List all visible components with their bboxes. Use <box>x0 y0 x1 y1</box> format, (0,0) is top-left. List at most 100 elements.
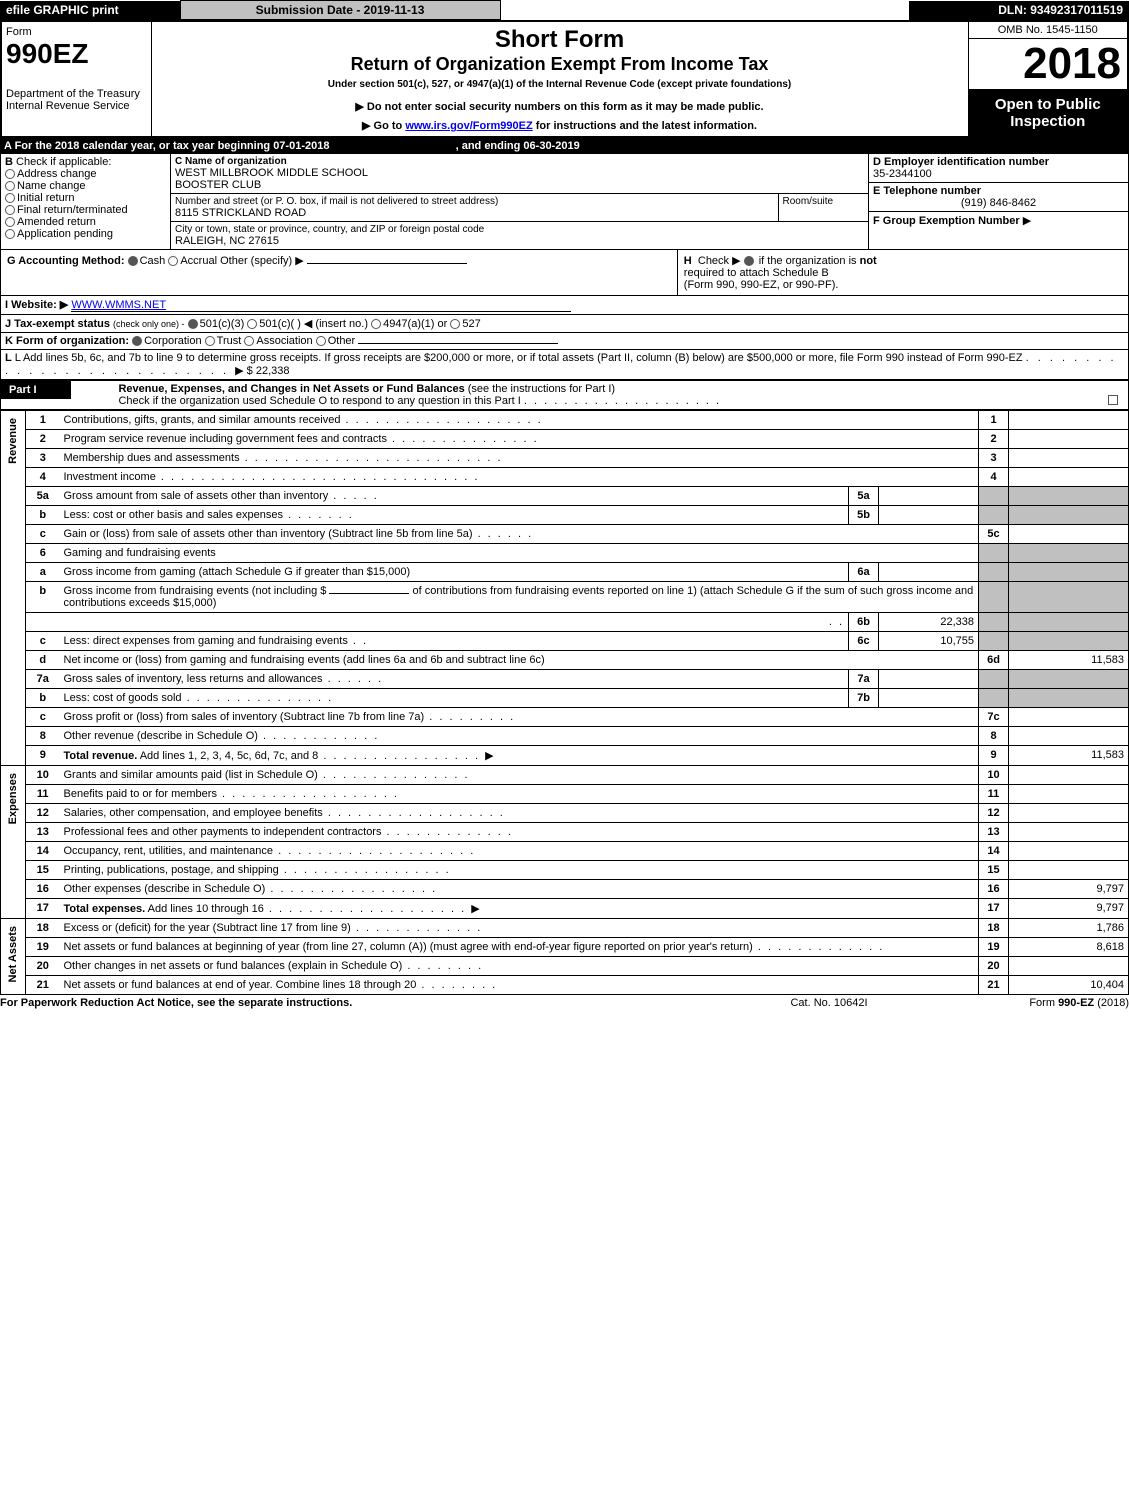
period-row: A For the 2018 calendar year, or tax yea… <box>0 138 1129 154</box>
amended-return-radio[interactable] <box>5 217 15 227</box>
omb-number: OMB No. 1545-1150 <box>969 22 1128 39</box>
schedule-o-checkbox[interactable] <box>1108 395 1118 405</box>
h-not: not <box>860 255 877 267</box>
street-value: 8115 STRICKLAND ROAD <box>175 207 774 219</box>
j-label: J Tax-exempt status <box>5 318 110 330</box>
sub-7a-amt <box>879 670 979 689</box>
k-corp-radio[interactable] <box>132 336 142 346</box>
line-17-text: Add lines 10 through 16 <box>145 903 264 915</box>
j-4947-radio[interactable] <box>371 319 381 329</box>
k-assoc: Association <box>256 335 312 347</box>
l-text: L Add lines 5b, 6c, and 7b to line 9 to … <box>15 352 1023 364</box>
revenue-side-label: Revenue <box>5 414 21 468</box>
f-arrow: ▶ <box>1023 215 1031 227</box>
line-10-num: 10 <box>979 766 1009 785</box>
footer-left: For Paperwork Reduction Act Notice, see … <box>0 997 729 1009</box>
return-title: Return of Organization Exempt From Incom… <box>160 54 960 75</box>
cash-radio[interactable] <box>128 256 138 266</box>
j-527-radio[interactable] <box>450 319 460 329</box>
website-link[interactable]: WWW.WMMS.NET <box>71 299 571 312</box>
line-12-num: 12 <box>979 804 1009 823</box>
accrual-label: Accrual <box>180 255 217 267</box>
line-19-amt: 8,618 <box>1009 938 1129 957</box>
line-8-amt <box>1009 727 1129 746</box>
h-check-text: Check ▶ <box>698 255 741 267</box>
line-9-num: 9 <box>979 746 1009 766</box>
addr-change-radio[interactable] <box>5 169 15 179</box>
k-assoc-radio[interactable] <box>244 336 254 346</box>
j-501c3-radio[interactable] <box>188 319 198 329</box>
line-3-amt <box>1009 449 1129 468</box>
g-label: G Accounting Method: <box>7 255 125 267</box>
k-other-radio[interactable] <box>316 336 326 346</box>
line-6d-num: 6d <box>979 651 1009 670</box>
line-20-amt <box>1009 957 1129 976</box>
org-name-2: BOOSTER CLUB <box>175 179 864 191</box>
app-pending-radio[interactable] <box>5 229 15 239</box>
line-5b-text: Less: cost or other basis and sales expe… <box>64 509 284 521</box>
period-begin: A For the 2018 calendar year, or tax yea… <box>4 140 329 152</box>
form-word: Form <box>6 26 147 38</box>
line-10-amt <box>1009 766 1129 785</box>
amended-return: Amended return <box>17 216 96 228</box>
under-section: Under section 501(c), 527, or 4947(a)(1)… <box>160 79 960 90</box>
b-label: B <box>5 156 13 168</box>
form-org-row: K Form of organization: Corporation Trus… <box>0 332 1129 349</box>
f-label: F Group Exemption Number <box>873 215 1020 227</box>
part1-check: Check if the organization used Schedule … <box>118 395 520 407</box>
sub-7b-amt <box>879 689 979 708</box>
line-5c-text: Gain or (loss) from sale of assets other… <box>64 528 473 540</box>
initial-return: Initial return <box>17 192 74 204</box>
line-13-text: Professional fees and other payments to … <box>64 826 382 838</box>
sub-5b-amt <box>879 506 979 525</box>
g-h-row: G Accounting Method: Cash Accrual Other … <box>0 249 1129 295</box>
line-10-text: Grants and similar amounts paid (list in… <box>64 769 318 781</box>
line-6b-text1: Gross income from fundraising events (no… <box>64 585 327 597</box>
irs-link[interactable]: www.irs.gov/Form990EZ <box>405 120 532 132</box>
phone-value: (919) 846-8462 <box>873 197 1124 209</box>
line-17-bold: Total expenses. <box>64 903 146 915</box>
line-1-amt <box>1009 411 1129 430</box>
j-527: 527 <box>462 318 480 330</box>
sub-6a-amt <box>879 563 979 582</box>
line-9-amt: 11,583 <box>1009 746 1129 766</box>
line-11-amt <box>1009 785 1129 804</box>
h-text2: if the organization is <box>759 255 857 267</box>
goto-note: ▶ Go to www.irs.gov/Form990EZ for instru… <box>160 119 960 132</box>
name-change-radio[interactable] <box>5 181 15 191</box>
line-14-num: 14 <box>979 842 1009 861</box>
line-6c-text: Less: direct expenses from gaming and fu… <box>64 635 348 647</box>
line-3-text: Membership dues and assessments <box>64 452 240 464</box>
accrual-radio[interactable] <box>168 256 178 266</box>
line-5c-num: 5c <box>979 525 1009 544</box>
j-501c-radio[interactable] <box>247 319 257 329</box>
part1-label: Part I <box>1 381 71 399</box>
form-number: 990EZ <box>6 38 147 70</box>
city-value: RALEIGH, NC 27615 <box>175 235 864 247</box>
final-return-radio[interactable] <box>5 205 15 215</box>
other-label: Other (specify) ▶ <box>220 255 304 267</box>
sub-5a-amt <box>879 487 979 506</box>
line-4-text: Investment income <box>64 471 156 483</box>
k-trust: Trust <box>217 335 242 347</box>
efile-label: efile GRAPHIC print <box>0 1 180 20</box>
line-3-num: 3 <box>979 449 1009 468</box>
line-12-amt <box>1009 804 1129 823</box>
initial-return-radio[interactable] <box>5 193 15 203</box>
line-14-amt <box>1009 842 1129 861</box>
k-trust-radio[interactable] <box>205 336 215 346</box>
open-inspection: Open to Public Inspection <box>969 90 1128 136</box>
line-6-text: Gaming and fundraising events <box>60 544 979 563</box>
k-label: K Form of organization: <box>5 335 129 347</box>
tax-exempt-row: J Tax-exempt status (check only one) - 5… <box>0 314 1129 332</box>
b-check-label: Check if applicable: <box>16 156 111 168</box>
expenses-side-label: Expenses <box>5 769 21 828</box>
short-form-title: Short Form <box>160 26 960 54</box>
sub-7b: 7b <box>849 689 879 708</box>
h-checkbox[interactable] <box>744 256 754 266</box>
submission-date: Submission Date - 2019-11-13 <box>180 1 500 20</box>
line-l-row: L L Add lines 5b, 6c, and 7b to line 9 t… <box>0 349 1129 380</box>
line-2-num: 2 <box>979 430 1009 449</box>
line-21-text: Net assets or fund balances at end of ye… <box>64 979 417 991</box>
line-18-num: 18 <box>979 919 1009 938</box>
